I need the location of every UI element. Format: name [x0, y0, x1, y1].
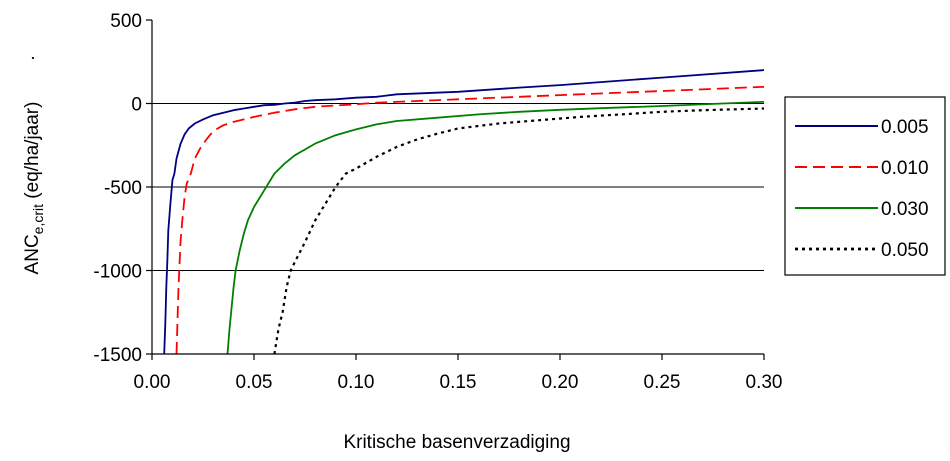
y-tick-label-4: -1500: [93, 345, 142, 366]
y-tick-label-3: -1000: [93, 262, 142, 283]
y-axis-label: ANCe,crit (eq/ha/jaar): [22, 102, 46, 275]
y-axis-label-main: ANC: [22, 234, 43, 274]
x-tick-label-6: 0.30: [746, 372, 783, 393]
x-tick-label-5: 0.25: [644, 372, 681, 393]
y-tick-label-1: 0: [131, 95, 142, 116]
series-line-0.030: [226, 100, 765, 355]
y-tick-label-2: -500: [104, 178, 142, 199]
y-tick-labels: 500 0 -500 -1000 -1500: [93, 11, 152, 366]
y-tick-label-0: 500: [110, 11, 142, 32]
x-tick-labels: 0.00 0.05 0.10 0.15 0.20 0.25 0.30: [134, 354, 783, 393]
y-axis-label-mark: .: [18, 55, 39, 60]
x-tick-label-1: 0.05: [236, 372, 273, 393]
y-axis-label-rest: (eq/ha/jaar): [22, 102, 43, 204]
legend-label-0.030: 0.030: [881, 199, 929, 220]
legend-label-0.010: 0.010: [881, 158, 929, 179]
y-axis-label-subscript: e,crit: [30, 204, 46, 234]
x-tick-label-3: 0.15: [440, 372, 477, 393]
x-tick-label-2: 0.10: [338, 372, 375, 393]
series-layer: [163, 69, 765, 355]
x-tick-label-0: 0.00: [134, 372, 171, 393]
series-line-0.005: [163, 69, 765, 355]
gridlines: [152, 103, 764, 271]
series-line-0.050: [273, 107, 765, 355]
series-line-0.010: [175, 85, 765, 355]
x-axis-label: Kritische basenverzadiging: [343, 432, 570, 453]
legend: 0.005 0.010 0.030 0.050: [784, 96, 946, 276]
legend-label-0.050: 0.050: [881, 240, 929, 261]
legend-label-0.005: 0.005: [881, 117, 929, 138]
x-tick-label-4: 0.20: [542, 372, 579, 393]
